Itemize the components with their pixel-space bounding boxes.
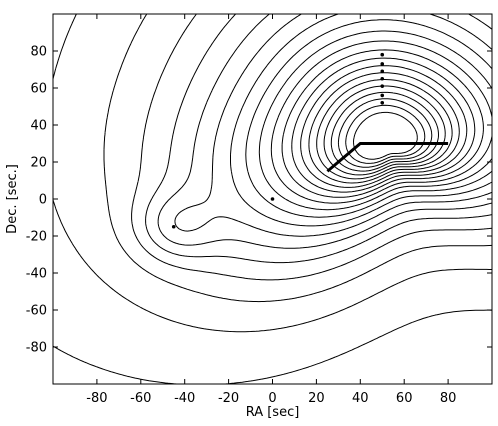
marker-point (380, 62, 385, 66)
x-tick-label: 60 (396, 391, 413, 406)
y-tick-label: -60 (26, 304, 47, 319)
y-tick-label: -80 (26, 341, 47, 356)
contour-level-9 (230, 13, 493, 227)
contour-level-13 (281, 49, 484, 198)
contour-level-4 (103, 13, 493, 303)
x-tick-label: -20 (218, 391, 239, 406)
contour-level-18 (323, 85, 446, 176)
y-axis-label: Dec. [sec.] (5, 164, 20, 234)
contour-level-22 (353, 111, 418, 160)
contour-level-10 (245, 19, 493, 218)
marker-point (380, 84, 385, 88)
contour-level-12 (270, 40, 493, 204)
marker-point (380, 76, 385, 81)
marker-point (380, 52, 385, 57)
y-tick-label: -20 (26, 230, 47, 245)
contour-level-19 (330, 91, 439, 172)
contour-level-14 (291, 57, 476, 193)
contour-level-16 (308, 72, 460, 184)
y-tick-label: 80 (30, 45, 47, 60)
contour-level-17 (316, 79, 453, 180)
y-tick-label: 0 (39, 193, 47, 208)
x-tick-label: 0 (268, 391, 276, 406)
contour-level-20 (337, 98, 433, 168)
marker-point (270, 197, 275, 201)
contour-level-5 (131, 13, 493, 281)
y-tick-label: -40 (26, 267, 47, 282)
contour-level-3 (52, 13, 492, 333)
contour-level-11 (258, 30, 493, 211)
x-tick-label: 80 (440, 391, 457, 406)
marker-point (380, 93, 385, 98)
marker-point (171, 224, 176, 229)
y-axis-ticks: -80 -60 -40 -20 0 20 40 60 80 (26, 45, 492, 356)
contour-level-21 (345, 104, 426, 164)
x-tick-label: -40 (174, 391, 195, 406)
overlay-line-1 (326, 142, 449, 173)
contour-level-6 (145, 13, 493, 264)
contour-level-8 (174, 13, 493, 237)
y-tick-label: 60 (30, 82, 47, 97)
x-tick-label: -60 (130, 391, 151, 406)
x-axis-label: RA [sec] (246, 405, 300, 420)
x-tick-label: 20 (308, 391, 325, 406)
y-tick-label: 20 (30, 156, 47, 171)
x-axis-ticks: -80 -60 -40 -20 0 20 40 60 80 (86, 14, 456, 406)
overlay-lines (326, 142, 449, 173)
contour-level-15 (300, 65, 468, 188)
data-markers (171, 52, 385, 229)
marker-point (380, 101, 385, 105)
contour-level-7 (157, 13, 493, 249)
x-tick-label: 40 (352, 391, 369, 406)
x-tick-label: -80 (86, 391, 107, 406)
contour-lines (52, 13, 493, 385)
y-tick-label: 40 (30, 119, 47, 134)
marker-point (380, 69, 385, 74)
contour-level-2 (52, 309, 493, 385)
